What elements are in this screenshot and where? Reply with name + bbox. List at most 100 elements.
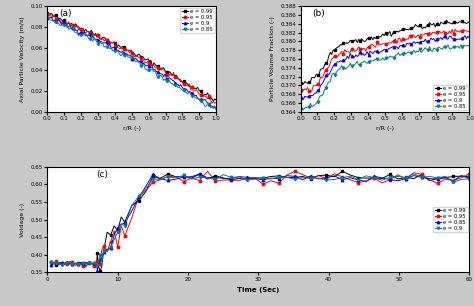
Legend: e = 0.99, e = 0.95, e = 0.9, e = 0.85: e = 0.99, e = 0.95, e = 0.9, e = 0.85 — [433, 85, 468, 110]
e = 0.95 — [212, 101, 218, 105]
Text: (b): (b) — [312, 9, 325, 18]
e = 0.9 — [432, 40, 438, 43]
e = 0.95 — [90, 34, 96, 37]
e = 0.95 — [80, 264, 86, 268]
Line: e = 0.99: e = 0.99 — [50, 170, 471, 272]
e = 0.9 — [189, 177, 194, 181]
e = 0.9 — [47, 16, 53, 19]
e = 0.9 — [411, 172, 417, 176]
Line: e = 0.9: e = 0.9 — [299, 34, 471, 101]
e = 0.9 — [466, 36, 472, 40]
e = 0.95 — [452, 27, 458, 31]
e = 0.85 — [387, 177, 393, 181]
e = 0.85 — [189, 175, 194, 178]
X-axis label: Time (Sec): Time (Sec) — [237, 287, 280, 293]
e = 0.85 — [415, 50, 421, 54]
e = 0.99 — [345, 42, 350, 45]
e = 0.99 — [415, 25, 421, 29]
Line: e = 0.85: e = 0.85 — [299, 43, 471, 111]
e = 0.99 — [444, 18, 449, 22]
e = 0.95 — [464, 29, 469, 33]
Line: e = 0.95: e = 0.95 — [50, 170, 471, 267]
e = 0.9 — [162, 72, 168, 76]
e = 0.99 — [210, 99, 216, 103]
e = 0.95 — [94, 260, 100, 264]
e = 0.95 — [298, 88, 303, 92]
Line: e = 0.9: e = 0.9 — [50, 173, 471, 267]
e = 0.9 — [392, 45, 398, 49]
Line: e = 0.9: e = 0.9 — [46, 16, 218, 111]
e = 0.99 — [466, 176, 472, 180]
e = 0.9 — [45, 16, 50, 20]
e = 0.99 — [138, 55, 144, 59]
e = 0.9 — [379, 178, 385, 182]
e = 0.9 — [395, 174, 401, 178]
e = 0.85 — [162, 77, 168, 80]
e = 0.85 — [335, 69, 340, 73]
e = 0.95 — [292, 170, 298, 173]
Line: e = 0.95: e = 0.95 — [46, 12, 218, 105]
e = 0.99 — [403, 176, 409, 179]
Y-axis label: Axial Particle Velocity (m/s): Axial Particle Velocity (m/s) — [20, 16, 26, 102]
e = 0.9 — [298, 95, 303, 99]
e = 0.95 — [161, 68, 166, 72]
e = 0.99 — [161, 66, 166, 69]
X-axis label: r/R (-): r/R (-) — [376, 126, 394, 132]
e = 0.85 — [197, 172, 202, 176]
Y-axis label: Voidage (-): Voidage (-) — [20, 203, 26, 237]
e = 0.95 — [345, 50, 350, 53]
e = 0.99 — [90, 31, 96, 35]
e = 0.99 — [298, 81, 303, 84]
e = 0.9 — [464, 37, 469, 41]
e = 0.9 — [209, 104, 215, 108]
e = 0.99 — [432, 25, 438, 29]
e = 0.99 — [208, 95, 213, 99]
e = 0.99 — [301, 82, 306, 86]
e = 0.99 — [48, 260, 54, 264]
e = 0.85 — [111, 233, 117, 237]
e = 0.95 — [335, 55, 340, 58]
e = 0.85 — [427, 177, 432, 181]
e = 0.9 — [48, 260, 54, 264]
e = 0.99 — [111, 224, 117, 228]
e = 0.9 — [59, 263, 64, 267]
e = 0.85 — [392, 53, 398, 57]
e = 0.85 — [209, 105, 215, 109]
Y-axis label: Particle Volume Fraction (-): Particle Volume Fraction (-) — [270, 17, 275, 101]
e = 0.95 — [392, 37, 398, 41]
e = 0.9 — [213, 108, 219, 111]
e = 0.9 — [466, 177, 472, 181]
e = 0.99 — [213, 99, 219, 102]
e = 0.85 — [432, 47, 438, 51]
e = 0.85 — [46, 16, 52, 19]
Line: e = 0.85: e = 0.85 — [50, 173, 471, 272]
e = 0.85 — [91, 36, 97, 40]
Line: e = 0.95: e = 0.95 — [299, 28, 471, 94]
e = 0.99 — [80, 27, 86, 30]
e = 0.99 — [335, 46, 340, 49]
e = 0.85 — [466, 44, 472, 47]
Legend: e = 0.99, e = 0.95, e = 0.85, e = 0.9: e = 0.99, e = 0.95, e = 0.85, e = 0.9 — [433, 207, 468, 232]
Line: e = 0.99: e = 0.99 — [46, 12, 218, 102]
e = 0.85 — [464, 44, 469, 48]
e = 0.99 — [45, 11, 50, 15]
e = 0.99 — [339, 170, 345, 173]
e = 0.9 — [345, 54, 350, 58]
e = 0.9 — [415, 41, 421, 45]
e = 0.95 — [415, 33, 421, 37]
e = 0.85 — [82, 33, 87, 37]
e = 0.9 — [91, 36, 97, 40]
e = 0.95 — [432, 32, 438, 35]
e = 0.99 — [387, 173, 393, 176]
e = 0.9 — [462, 34, 468, 37]
e = 0.99 — [466, 20, 472, 24]
e = 0.95 — [138, 56, 144, 60]
e = 0.9 — [299, 98, 305, 102]
e = 0.95 — [427, 178, 432, 182]
e = 0.95 — [466, 29, 472, 33]
e = 0.85 — [301, 108, 306, 112]
e = 0.85 — [91, 261, 97, 265]
Line: e = 0.99: e = 0.99 — [299, 19, 471, 85]
e = 0.99 — [97, 269, 103, 273]
e = 0.99 — [464, 22, 469, 25]
